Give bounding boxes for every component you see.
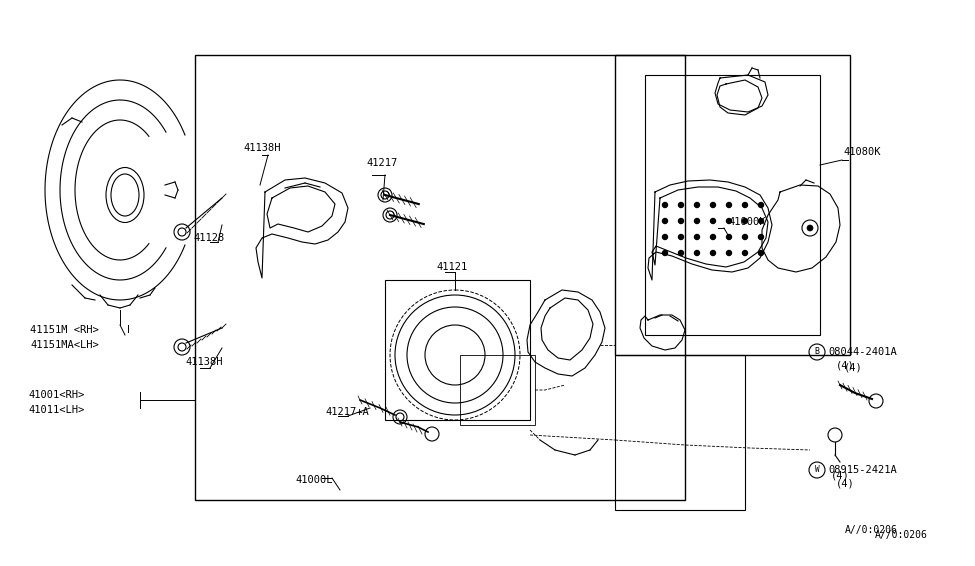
Bar bbox=[385, 280, 530, 420]
Text: 41011<LH>: 41011<LH> bbox=[28, 405, 84, 415]
Circle shape bbox=[743, 234, 748, 239]
Text: (4): (4) bbox=[836, 360, 855, 370]
Circle shape bbox=[679, 203, 683, 208]
Circle shape bbox=[662, 218, 668, 224]
Bar bbox=[195, 55, 685, 500]
Text: A//0:0206: A//0:0206 bbox=[875, 530, 928, 540]
Text: 41217+A: 41217+A bbox=[325, 407, 369, 417]
Circle shape bbox=[711, 203, 716, 208]
Circle shape bbox=[726, 218, 731, 224]
Text: 41151M <RH>: 41151M <RH> bbox=[30, 325, 98, 335]
Circle shape bbox=[662, 251, 668, 255]
Circle shape bbox=[711, 251, 716, 255]
Circle shape bbox=[694, 251, 699, 255]
Text: B: B bbox=[814, 348, 820, 357]
Text: A//0:0206: A//0:0206 bbox=[845, 525, 898, 535]
Circle shape bbox=[759, 203, 763, 208]
Bar bbox=[615, 355, 745, 510]
Circle shape bbox=[694, 234, 699, 239]
Circle shape bbox=[759, 218, 763, 224]
Bar bbox=[645, 75, 820, 335]
Circle shape bbox=[711, 234, 716, 239]
Circle shape bbox=[679, 234, 683, 239]
Circle shape bbox=[807, 225, 813, 231]
Circle shape bbox=[726, 251, 731, 255]
Circle shape bbox=[694, 203, 699, 208]
Circle shape bbox=[759, 251, 763, 255]
Text: 41138H: 41138H bbox=[185, 357, 222, 367]
Bar bbox=[615, 55, 850, 355]
Text: 41000K: 41000K bbox=[728, 217, 765, 227]
Text: 41121: 41121 bbox=[436, 262, 467, 272]
Circle shape bbox=[711, 218, 716, 224]
Circle shape bbox=[679, 218, 683, 224]
Circle shape bbox=[759, 234, 763, 239]
Text: 41138H: 41138H bbox=[243, 143, 281, 153]
Bar bbox=[460, 355, 535, 425]
Circle shape bbox=[694, 218, 699, 224]
Text: (4): (4) bbox=[836, 478, 855, 488]
Text: 41001<RH>: 41001<RH> bbox=[28, 390, 84, 400]
Text: 41128: 41128 bbox=[193, 233, 224, 243]
Circle shape bbox=[679, 251, 683, 255]
Circle shape bbox=[743, 218, 748, 224]
Circle shape bbox=[743, 251, 748, 255]
Text: 41000L: 41000L bbox=[295, 475, 332, 485]
Text: 41151MA<LH>: 41151MA<LH> bbox=[30, 340, 98, 350]
Text: 08044-2401A: 08044-2401A bbox=[828, 347, 897, 357]
Circle shape bbox=[662, 234, 668, 239]
Text: W: W bbox=[815, 465, 819, 474]
Text: 41217: 41217 bbox=[366, 158, 397, 168]
Text: 08915-2421A: 08915-2421A bbox=[828, 465, 897, 475]
Circle shape bbox=[662, 203, 668, 208]
Circle shape bbox=[743, 203, 748, 208]
Text: (4): (4) bbox=[831, 471, 850, 481]
Text: (4): (4) bbox=[844, 363, 863, 373]
Text: 41080K: 41080K bbox=[843, 147, 880, 157]
Circle shape bbox=[726, 234, 731, 239]
Circle shape bbox=[726, 203, 731, 208]
